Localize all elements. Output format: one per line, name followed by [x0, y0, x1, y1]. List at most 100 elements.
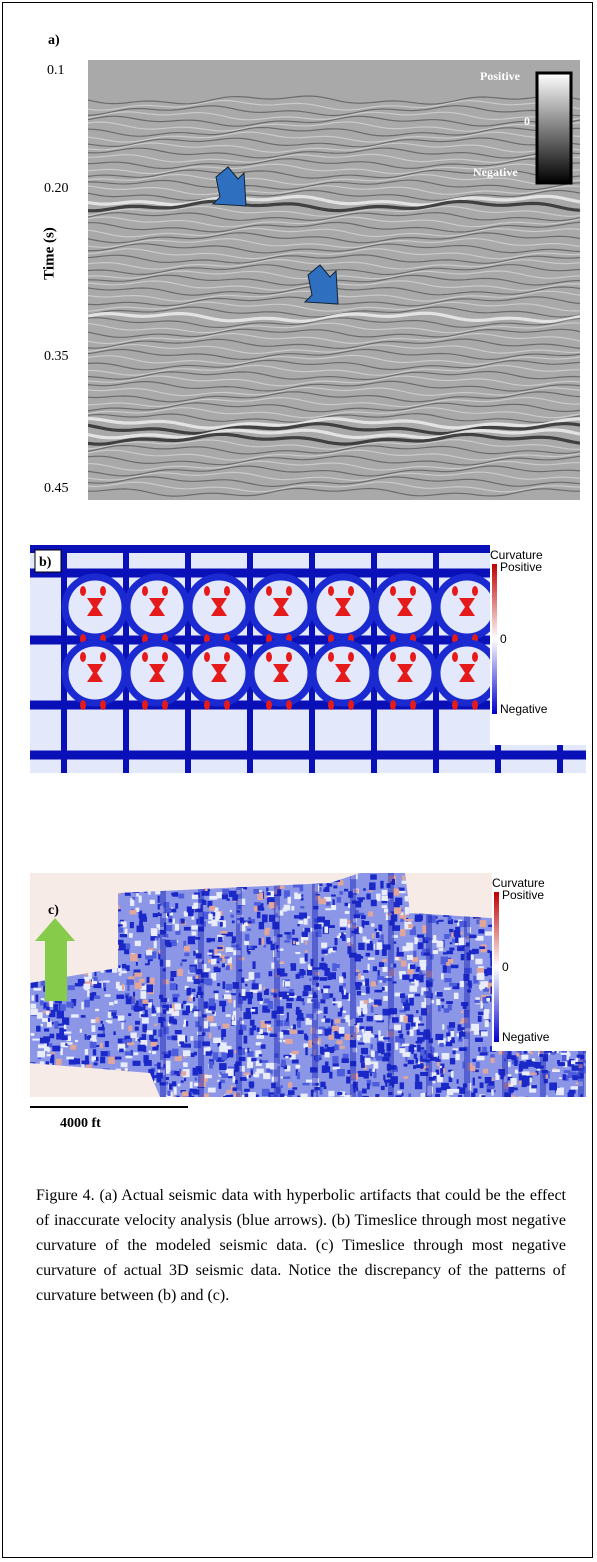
- texture: [333, 1063, 339, 1066]
- texture: [382, 890, 388, 895]
- texture: [343, 983, 346, 987]
- texture: [372, 1082, 379, 1087]
- texture: [288, 1090, 295, 1095]
- texture: [410, 986, 418, 992]
- texture: [443, 952, 448, 954]
- texture: [406, 1023, 410, 1030]
- texture: [223, 981, 226, 989]
- texture: [405, 919, 413, 921]
- texture: [331, 895, 336, 897]
- texture: [356, 982, 361, 990]
- texture: [487, 1086, 494, 1090]
- texture: [225, 990, 229, 992]
- texture: [376, 1015, 383, 1020]
- texture: [253, 889, 259, 894]
- texture: [410, 1029, 414, 1036]
- texture: [564, 1070, 571, 1073]
- texture: [137, 954, 141, 958]
- texture: [415, 994, 420, 997]
- texture: [485, 1020, 489, 1027]
- texture: [458, 1095, 462, 1097]
- y-tick-label: 0.35: [44, 349, 69, 365]
- texture: [416, 1010, 418, 1013]
- texture: [344, 989, 346, 995]
- texture: [126, 979, 134, 985]
- texture: [394, 907, 402, 914]
- texture: [210, 1051, 212, 1054]
- texture: [220, 922, 223, 927]
- texture: [257, 993, 262, 999]
- texture: [181, 919, 185, 924]
- texture: [92, 1025, 96, 1032]
- texture: [404, 1003, 410, 1011]
- texture: [323, 986, 330, 989]
- texture: [93, 1040, 97, 1042]
- texture: [288, 1082, 292, 1088]
- texture: [247, 1048, 249, 1053]
- texture: [56, 1059, 62, 1065]
- texture: [446, 962, 450, 966]
- texture: [245, 979, 249, 981]
- texture: [244, 1036, 248, 1044]
- texture: [362, 1056, 365, 1062]
- texture: [409, 998, 414, 1006]
- texture: [222, 889, 229, 895]
- texture: [147, 1030, 153, 1034]
- texture: [166, 1077, 169, 1080]
- scale-bar: [30, 1106, 188, 1108]
- texture: [285, 1039, 293, 1044]
- texture: [478, 1047, 480, 1052]
- texture: [410, 930, 416, 935]
- texture: [125, 966, 128, 969]
- spot: [390, 652, 396, 662]
- texture: [408, 994, 414, 998]
- texture: [400, 919, 403, 923]
- y-axis-title: Time (s): [42, 214, 59, 294]
- texture: [383, 1075, 385, 1081]
- texture: [174, 1087, 177, 1095]
- texture: [362, 1096, 369, 1097]
- texture: [416, 977, 419, 981]
- texture: [266, 937, 271, 942]
- texture: [169, 1017, 174, 1024]
- texture: [438, 1005, 441, 1011]
- texture: [415, 1082, 422, 1090]
- texture: [339, 1027, 345, 1034]
- texture: [70, 1045, 76, 1050]
- texture: [100, 1043, 103, 1049]
- texture: [97, 1034, 105, 1038]
- texture: [184, 946, 190, 952]
- texture: [57, 1011, 64, 1019]
- texture: [94, 996, 100, 999]
- texture: [384, 909, 388, 913]
- texture: [153, 1030, 156, 1036]
- texture: [381, 1047, 384, 1055]
- texture: [443, 965, 448, 973]
- texture: [244, 1089, 250, 1092]
- texture: [207, 953, 212, 955]
- spot: [286, 700, 292, 710]
- texture: [114, 1001, 117, 1004]
- texture: [36, 1026, 40, 1032]
- texture: [362, 1089, 367, 1094]
- texture: [192, 989, 196, 992]
- texture: [304, 928, 310, 932]
- spot: [472, 700, 478, 710]
- stripe: [160, 873, 166, 1097]
- texture: [568, 1093, 575, 1097]
- texture: [172, 1049, 179, 1057]
- texture: [187, 988, 192, 996]
- texture: [296, 974, 300, 979]
- spot: [142, 700, 148, 710]
- texture: [142, 1018, 149, 1024]
- texture: [456, 934, 461, 938]
- texture: [375, 929, 378, 932]
- texture: [30, 1004, 36, 1009]
- legend-label: Positive: [502, 888, 544, 902]
- texture: [572, 1075, 578, 1080]
- texture: [326, 902, 331, 906]
- texture: [443, 1086, 451, 1089]
- spot: [390, 700, 396, 710]
- texture: [374, 999, 382, 1005]
- texture: [449, 1022, 455, 1028]
